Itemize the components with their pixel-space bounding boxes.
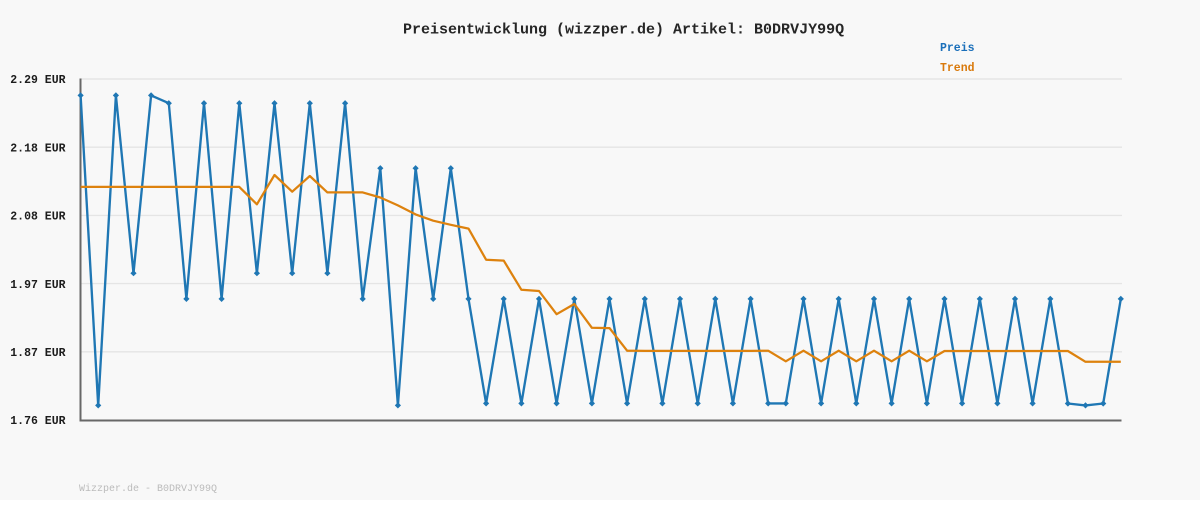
svg-text:Wizzper.de - B0DRVJY99Q: Wizzper.de - B0DRVJY99Q	[79, 483, 217, 495]
svg-text:1.97 EUR: 1.97 EUR	[10, 279, 65, 292]
svg-text:1.76 EUR: 1.76 EUR	[10, 415, 65, 428]
svg-text:Preis: Preis	[940, 42, 975, 55]
svg-text:Trend: Trend	[940, 62, 975, 75]
svg-text:2.29 EUR: 2.29 EUR	[10, 74, 65, 87]
svg-text:Preisentwicklung (wizzper.de): Preisentwicklung (wizzper.de) Artikel: B…	[403, 22, 844, 39]
svg-text:2.18 EUR: 2.18 EUR	[10, 142, 65, 155]
svg-text:1.87 EUR: 1.87 EUR	[10, 347, 65, 360]
svg-text:2.08 EUR: 2.08 EUR	[10, 211, 65, 224]
